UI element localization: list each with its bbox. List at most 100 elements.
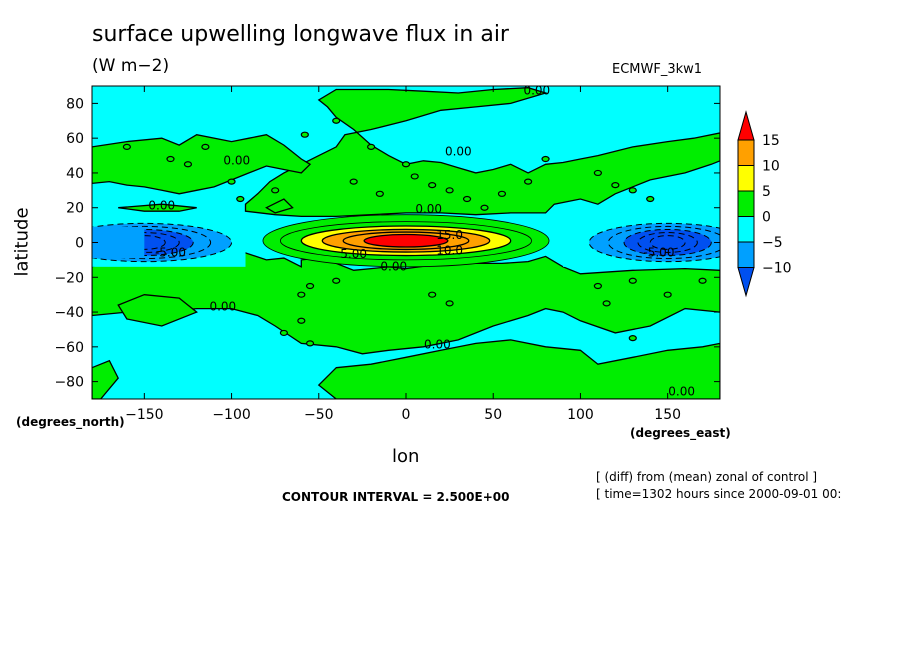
island-37: [349, 178, 358, 185]
island-6: [367, 143, 376, 150]
colorbar-top-arrow: [737, 110, 755, 141]
y-tick-label-0: 80: [66, 96, 84, 112]
island-12: [497, 190, 507, 197]
land-region-5: [92, 134, 312, 195]
island-3: [271, 187, 280, 194]
colorbar-box-4: [737, 241, 755, 268]
island-17: [628, 187, 637, 194]
colorbar-label-2: 5: [762, 184, 771, 200]
y-tick-label-1: 60: [66, 131, 84, 147]
contour-label-13: 0.00: [668, 385, 695, 399]
island-2: [236, 195, 245, 203]
land-region-7: [118, 203, 197, 212]
colorbar-label-3: 0: [762, 210, 771, 226]
contour-label-6: 10.0: [436, 244, 463, 258]
x-tick-label-3: 0: [402, 407, 411, 423]
y-tick-label-2: 40: [66, 166, 84, 182]
y-axis: 80 60 40 20 0 −20 −40 −60 −80: [54, 96, 720, 391]
colorbar-box-1: [737, 165, 755, 192]
land-region-2: [92, 359, 119, 399]
note-line-1: [ (diff) from (mean) zonal of control ]: [596, 470, 818, 484]
island-15: [593, 169, 602, 177]
x-tick-label-4: 50: [484, 407, 502, 423]
island-18: [646, 195, 655, 203]
contour-labels: 0.00 0.00 0.00 0.00 0.00 15.0 10.0 5.00 0.00 -5.0…: [148, 84, 695, 399]
contour-label-0: 0.00: [523, 84, 550, 98]
contour-label-5: 15.0: [436, 228, 463, 242]
x-tick-label-2: −50: [304, 407, 334, 423]
colorbar-label-1: 10: [762, 159, 780, 175]
x-axis: −150 −100 −50 0 50 100 150: [125, 86, 681, 423]
island-34: [166, 155, 175, 163]
y-tick-label-3: 20: [66, 201, 84, 217]
island-9: [428, 182, 437, 189]
contour-label-2: 0.00: [223, 153, 250, 167]
colorbar-box-0: [737, 139, 755, 166]
colorbar-bottom-arrow: [737, 267, 755, 298]
x-tick-label-5: 100: [567, 407, 594, 423]
island-24: [332, 277, 341, 284]
island-26: [445, 300, 454, 307]
land-region-1: [317, 339, 720, 399]
contour-label-7: 5.00: [340, 247, 367, 261]
land-region-4: [244, 87, 720, 218]
x-tick-label-6: 150: [654, 407, 681, 423]
island-38: [375, 190, 384, 197]
x-units-label: (degrees_east): [630, 426, 731, 440]
x-axis-label: lon: [392, 446, 420, 467]
contour-label-12: 0.00: [424, 338, 451, 352]
cold-contour-east-4: [649, 235, 686, 250]
island-7: [401, 161, 411, 168]
y-tick-label-4: 0: [75, 236, 84, 252]
y-tick-label-7: −60: [54, 340, 84, 356]
warm-contour-5: [363, 233, 449, 248]
island-5: [332, 117, 341, 124]
chart-title: surface upwelling longwave flux in air: [92, 22, 509, 47]
island-36: [480, 204, 489, 211]
island-21: [602, 300, 611, 307]
island-29: [305, 340, 315, 347]
island-16: [611, 182, 620, 189]
island-11: [462, 195, 472, 203]
colorbar-label-0: 15: [762, 133, 780, 149]
contour-label-10: -5.00: [643, 245, 674, 259]
contour-label-1: 0.00: [445, 145, 472, 159]
island-33: [122, 143, 131, 150]
colorbar: 15 10 5 0 −5 −10: [737, 110, 792, 298]
island-0: [183, 161, 193, 168]
west-edge-fill: [92, 226, 145, 259]
plot-area: [92, 86, 720, 399]
island-28: [279, 329, 288, 337]
island-19: [628, 277, 637, 284]
chart-units: (W m−2): [92, 56, 170, 76]
colorbar-box-2: [737, 190, 755, 217]
colorbar-label-5: −10: [762, 261, 792, 277]
land-region-0: [92, 252, 720, 355]
y-tick-label-6: −40: [54, 305, 84, 321]
island-8: [410, 173, 419, 180]
note-line-2: [ time=1302 hours since 2000-09-01 00:: [596, 487, 842, 501]
x-tick-label-1: −100: [212, 407, 250, 423]
island-25: [428, 291, 437, 298]
y-units-label: (degrees_north): [16, 415, 125, 429]
colorbar-box-3: [737, 216, 755, 243]
island-10: [445, 187, 454, 194]
island-13: [524, 178, 533, 185]
y-tick-label-8: −80: [54, 375, 84, 391]
contour-label-4: 0.00: [415, 202, 442, 216]
y-tick-label-5: −20: [54, 270, 84, 286]
island-35: [201, 143, 210, 150]
land-region-3: [117, 294, 198, 327]
island-4: [300, 131, 309, 138]
colorbar-label-4: −5: [762, 235, 783, 251]
island-31: [663, 291, 672, 298]
contour-interval: CONTOUR INTERVAL = 2.500E+00: [282, 490, 510, 504]
land-region-6: [265, 198, 294, 214]
model-name: ECMWF_3kw1: [612, 62, 703, 77]
y-axis-label: latitude: [11, 207, 33, 277]
island-20: [593, 282, 602, 290]
island-32: [698, 277, 707, 284]
contour-label-3: 0.00: [148, 198, 175, 212]
island-23: [297, 291, 306, 298]
